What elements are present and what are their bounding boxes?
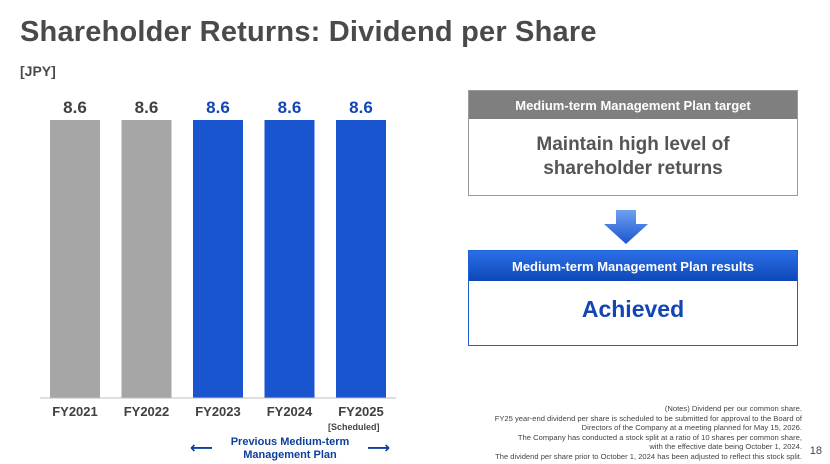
- data-label-fy2025: 8.6: [349, 98, 373, 117]
- data-label-fy2024: 8.6: [278, 98, 302, 117]
- footnote-line: Directors of the Company at a meeting pl…: [581, 423, 802, 432]
- footnote-line: The dividend per share prior to October …: [495, 451, 802, 461]
- previous-plan-indicator: ⟵ Previous Medium-term Management Plan ⟶: [190, 436, 390, 462]
- x-tick-label: FY2023: [195, 404, 241, 419]
- footnotes: (Notes) Dividend per our common share. F…: [382, 404, 802, 461]
- x-tick-label: FY2021: [52, 404, 98, 419]
- bar-fy2025: [336, 120, 386, 398]
- page-title: Shareholder Returns: Dividend per Share: [20, 16, 597, 48]
- bar-fy2024: [264, 120, 315, 398]
- footnote-line: with the effective date being October 1,…: [649, 442, 802, 451]
- plan-target-box: Medium-term Management Plan target Maint…: [468, 90, 798, 196]
- bar-fy2021: [50, 120, 100, 398]
- footnote-line: (Notes) Dividend per our common share.: [664, 404, 802, 413]
- down-arrow-icon: [604, 210, 648, 244]
- scheduled-note: [Scheduled]: [328, 422, 380, 432]
- left-arrow-icon: ⟵: [190, 440, 213, 457]
- data-label-fy2021: 8.6: [63, 98, 87, 117]
- unit-label: [JPY]: [20, 63, 56, 79]
- bar-fy2022: [121, 120, 172, 398]
- previous-plan-label: Previous Medium-term Management Plan: [230, 436, 350, 461]
- x-tick-label: FY2025: [338, 404, 384, 419]
- plan-results-box: Medium-term Management Plan results Achi…: [468, 250, 798, 346]
- data-label-fy2023: 8.6: [206, 98, 230, 117]
- plan-target-header: Medium-term Management Plan target: [469, 91, 797, 119]
- plan-target-body: Maintain high level of shareholder retur…: [536, 134, 730, 179]
- footnote-line: FY25 year-end dividend per share is sche…: [494, 413, 802, 423]
- page-number: 18: [809, 445, 822, 457]
- bar-fy2023: [193, 120, 243, 398]
- footnote-line: The Company has conducted a stock split …: [517, 432, 802, 442]
- plan-results-header: Medium-term Management Plan results: [469, 251, 797, 281]
- x-tick-label: FY2022: [124, 404, 170, 419]
- x-tick-label: FY2024: [267, 404, 313, 419]
- data-label-fy2022: 8.6: [135, 98, 159, 117]
- plan-results-body: Achieved: [581, 296, 685, 322]
- right-arrow-icon: ⟶: [367, 440, 390, 457]
- dividend-bar-chart: 8.6 FY2021 8.6 FY2022 8.6 FY2023 8.6 FY2024 8.6 F…: [40, 98, 396, 419]
